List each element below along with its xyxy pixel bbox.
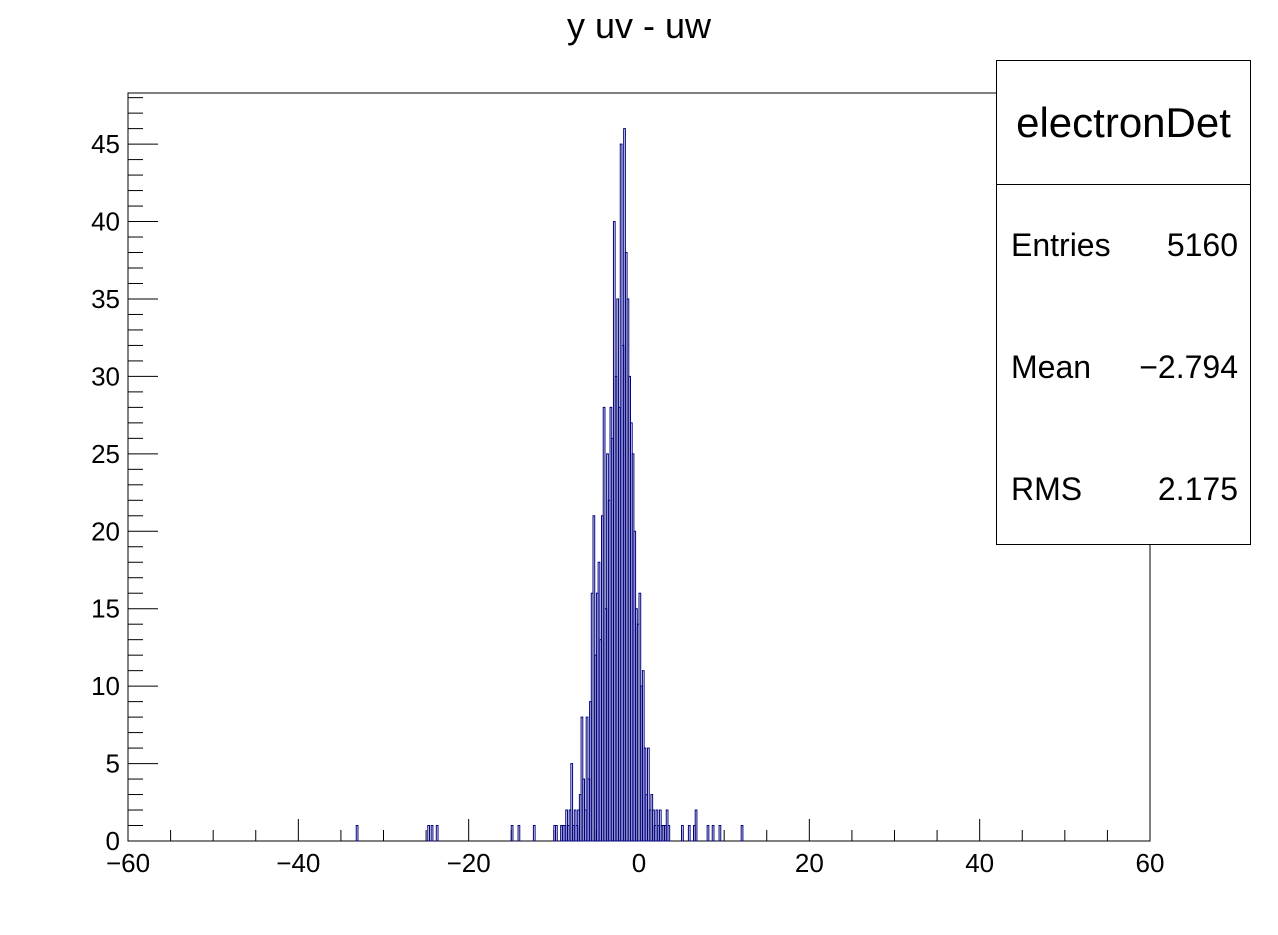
- axis-ticks: [127, 97, 1151, 842]
- x-tick-label: 40: [965, 848, 994, 878]
- histogram-bin: [570, 763, 574, 842]
- rms-value: 2.175: [1157, 471, 1238, 507]
- stats-row-entries: Entries 5160: [1011, 227, 1238, 264]
- histogram-bin: [510, 825, 514, 842]
- histogram-bin: [430, 825, 434, 842]
- y-tick-label: 5: [106, 749, 120, 779]
- y-tick-labels: 0 5 10 15 20 25 30 35 40 45: [91, 129, 120, 856]
- y-tick-label: 30: [91, 361, 120, 391]
- histogram-bars: [355, 128, 744, 842]
- y-tick-label: 45: [91, 129, 120, 159]
- histogram-bin: [517, 825, 521, 842]
- chart-title: y uv - uw: [567, 5, 712, 46]
- histogram-bin: [706, 825, 710, 842]
- histogram-bin: [427, 825, 430, 842]
- x-tick-label: 60: [1136, 848, 1165, 878]
- entries-label: Entries: [1011, 227, 1111, 263]
- x-tick-labels: −60 −40 −20 0 20 40 60: [106, 848, 1165, 878]
- y-tick-label: 15: [91, 594, 120, 624]
- histogram-bin: [667, 825, 671, 842]
- histogram-bin: [740, 825, 744, 842]
- x-tick-label: 0: [632, 848, 646, 878]
- stats-box: electronDet Entries 5160 Mean −2.794 RMS…: [996, 60, 1251, 545]
- x-tick-label: 20: [795, 848, 824, 878]
- x-tick-label: −60: [106, 848, 150, 878]
- stats-row-rms: RMS 2.175: [1011, 471, 1238, 508]
- y-tick-label: 0: [106, 826, 120, 856]
- histogram-bin: [681, 825, 684, 842]
- histogram-bin: [555, 825, 558, 842]
- x-tick-label: −20: [447, 848, 491, 878]
- y-tick-label: 20: [91, 516, 120, 546]
- entries-value: 5160: [1166, 227, 1238, 263]
- mean-label: Mean: [1011, 349, 1092, 385]
- y-tick-label: 35: [91, 284, 120, 314]
- stats-row-mean: Mean −2.794: [1011, 349, 1238, 386]
- histogram-bin: [711, 825, 715, 842]
- mean-value: −2.794: [1139, 349, 1238, 385]
- y-tick-label: 10: [91, 671, 120, 701]
- histogram-bin: [532, 825, 536, 842]
- stats-title: electronDet: [997, 61, 1250, 185]
- histogram-bin: [718, 825, 722, 842]
- histogram-bin: [435, 825, 439, 842]
- histogram-bin: [694, 809, 698, 842]
- histogram-bin: [355, 825, 359, 842]
- y-tick-label: 25: [91, 439, 120, 469]
- histogram-bin: [647, 747, 650, 842]
- histogram-bin: [687, 825, 691, 842]
- rms-label: RMS: [1011, 471, 1083, 507]
- y-tick-label: 40: [91, 207, 120, 237]
- x-tick-label: −40: [276, 848, 320, 878]
